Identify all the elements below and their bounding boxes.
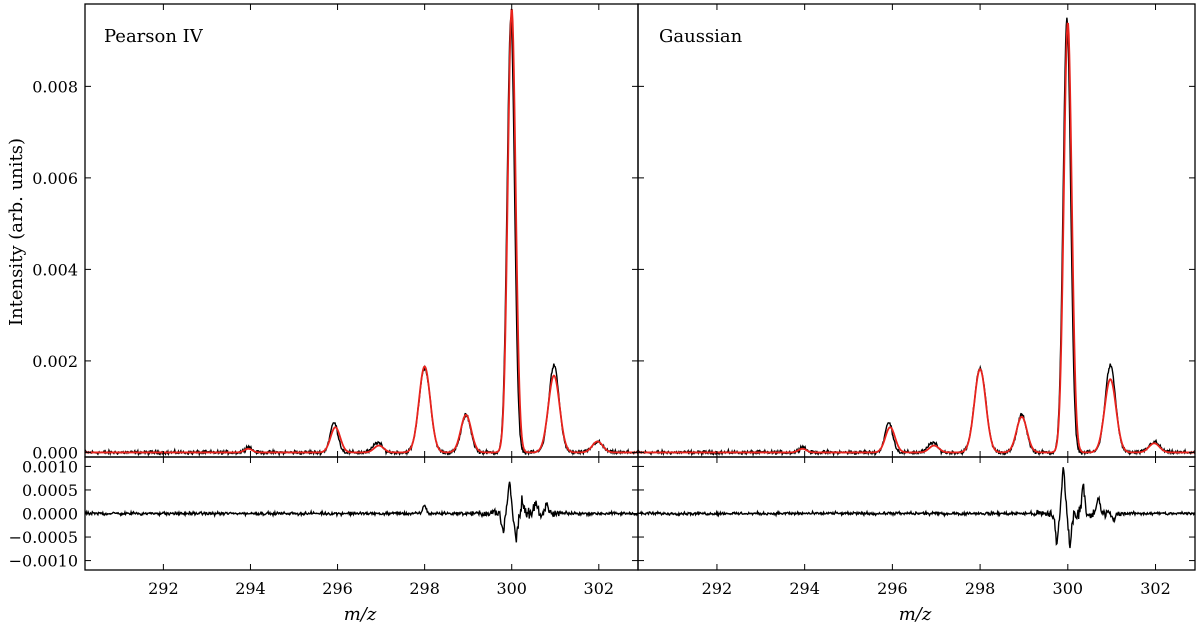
top-axes-frame-0 [84, 3, 639, 458]
top-y-tick-label-3: 0.006 [32, 169, 78, 188]
bottom-y-tick-label-1: −0.0005 [9, 528, 78, 547]
x-tick-label-1-4: 300 [1053, 579, 1084, 598]
x-tick-label-1-1: 294 [789, 579, 820, 598]
bottom-y-tick-label-2: 0.0000 [22, 505, 78, 524]
top-y-tick-label-2: 0.004 [32, 260, 78, 279]
x-tick-label-1-0: 292 [702, 579, 733, 598]
x-tick-label-0-4: 300 [496, 579, 527, 598]
residual-line-1 [638, 467, 1195, 549]
top-axes-frame-1 [637, 3, 1196, 458]
fit-line-0 [85, 8, 638, 454]
x-axis-label-left: m/z [344, 604, 377, 625]
y-axis-label: Intensity (arb. units) [6, 138, 27, 326]
data-line-1 [638, 17, 1195, 457]
x-tick-label-1-5: 302 [1140, 579, 1171, 598]
bottom-y-tick-label-4: 0.0010 [22, 457, 78, 476]
panel-title-pearson: Pearson IV [104, 26, 204, 47]
data-line-0 [85, 17, 638, 457]
bottom-y-tick-label-0: −0.0010 [9, 552, 78, 571]
residual-line-0 [85, 481, 638, 543]
bottom-y-tick-label-3: 0.0005 [22, 481, 78, 500]
top-y-tick-label-0: 0.000 [32, 443, 78, 462]
x-tick-label-0-1: 294 [235, 579, 266, 598]
x-tick-label-1-2: 296 [877, 579, 908, 598]
fit-line-1 [638, 22, 1195, 454]
x-tick-label-0-5: 302 [584, 579, 615, 598]
x-tick-label-1-3: 298 [965, 579, 996, 598]
x-tick-label-0-3: 298 [409, 579, 440, 598]
x-tick-label-0-2: 296 [322, 579, 353, 598]
panel-title-gaussian: Gaussian [659, 26, 743, 47]
top-y-tick-label-4: 0.008 [32, 77, 78, 96]
top-y-tick-label-1: 0.002 [32, 352, 78, 371]
x-axis-label-right: m/z [899, 604, 932, 625]
x-tick-label-0-0: 292 [148, 579, 179, 598]
